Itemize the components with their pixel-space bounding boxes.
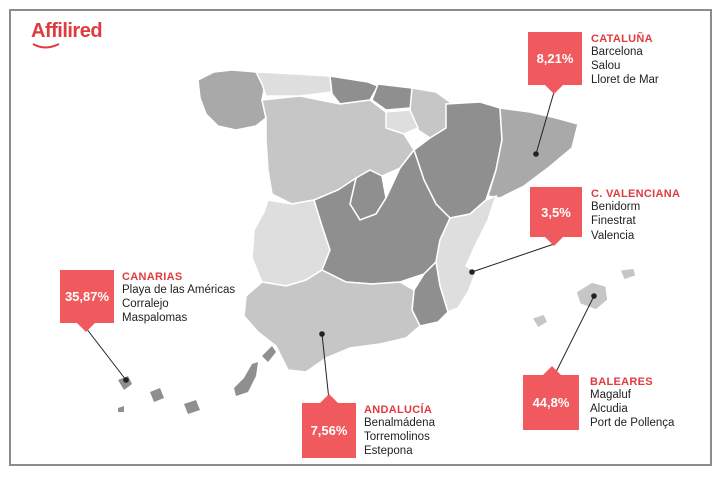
region-canarias-6[interactable] (118, 406, 124, 412)
andalucia-pointer (319, 394, 339, 404)
logo-swoosh-icon (32, 43, 60, 49)
valenciana-city-1: Benidorm (591, 201, 641, 213)
region-comunidad-valenciana[interactable] (435, 194, 498, 313)
region-galicia[interactable] (197, 69, 267, 131)
valenciana-percent: 3,5% (541, 204, 571, 220)
baleares-marker (591, 293, 597, 299)
region-canarias-5[interactable] (262, 346, 276, 362)
valenciana-name: C. VALENCIANA (591, 188, 681, 200)
region-canarias-4[interactable] (234, 362, 258, 396)
andalucia-city-3: Estepona (364, 445, 413, 457)
baleares-pointer (542, 366, 562, 376)
region-ibiza[interactable] (530, 313, 549, 330)
valenciana-city-2: Finestrat (591, 215, 636, 227)
baleares-name: BALEARES (590, 376, 653, 388)
baleares-percent-box[interactable]: 44,8% (523, 375, 579, 430)
cataluna-connector (535, 91, 555, 155)
region-andalucia[interactable] (243, 269, 421, 373)
baleares-connector (551, 295, 595, 381)
brand-name: Affilired (31, 20, 103, 42)
andalucia-marker (319, 331, 325, 337)
canarias-percent-box[interactable]: 35,87% (60, 270, 114, 323)
canarias-pointer (76, 322, 96, 332)
valenciana-marker (469, 269, 475, 275)
cataluna-pointer (544, 84, 564, 94)
cataluna-city-2: Salou (591, 60, 621, 72)
canarias-city-2: Corralejo (122, 298, 169, 310)
baleares-city-2: Alcudia (590, 403, 628, 415)
canarias-name: CANARIAS (122, 271, 183, 283)
canarias-percent: 35,87% (64, 289, 110, 304)
andalucia-name: ANDALUCÍA (364, 404, 433, 416)
valenciana-pointer (544, 236, 564, 246)
canarias-connector (85, 327, 127, 381)
andalucia-percent-box[interactable]: 7,56% (302, 403, 356, 458)
baleares-percent: 44,8% (532, 395, 570, 410)
andalucia-percent: 7,56% (310, 423, 348, 438)
canarias-city-3: Maspalomas (122, 312, 188, 324)
region-canarias-2[interactable] (150, 388, 164, 402)
andalucia-connector (321, 333, 330, 401)
valenciana-connector (471, 243, 555, 273)
cataluna-city-1: Barcelona (591, 46, 643, 58)
canarias-city-1: Playa de las Américas (122, 284, 236, 296)
brand-logo[interactable]: Affilired (31, 20, 103, 49)
region-menorca[interactable] (618, 267, 637, 281)
cataluna-percent: 8,21% (536, 51, 574, 66)
region-asturias[interactable] (254, 71, 333, 97)
andalucia-city-1: Benalmádena (364, 417, 435, 429)
region-cataluna[interactable] (487, 107, 579, 199)
andalucia-city-2: Torremolinos (364, 431, 430, 443)
baleares-city-1: Magaluf (590, 389, 631, 401)
cataluna-name: CATALUÑA (591, 33, 653, 45)
canarias-marker (123, 377, 129, 383)
valenciana-city-3: Valencia (591, 230, 635, 242)
valenciana-percent-box[interactable]: 3,5% (530, 187, 582, 237)
baleares-city-3: Port de Pollença (590, 417, 675, 429)
region-canarias-3[interactable] (184, 400, 200, 414)
cataluna-marker (533, 151, 539, 157)
cataluna-city-3: Lloret de Mar (591, 74, 659, 86)
cataluna-percent-box[interactable]: 8,21% (528, 32, 582, 85)
